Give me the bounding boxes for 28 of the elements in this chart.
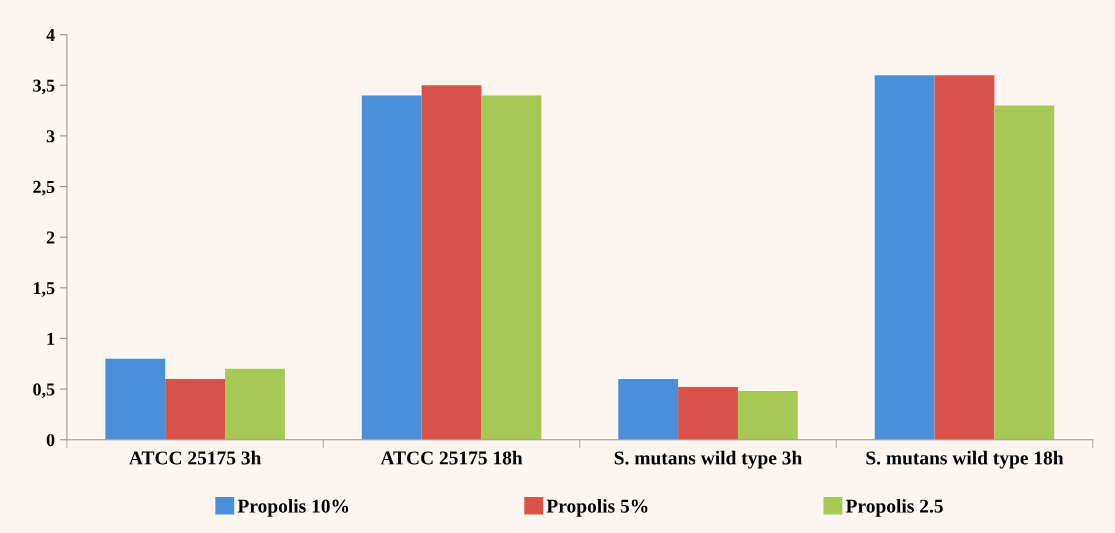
bar bbox=[481, 95, 542, 440]
bar bbox=[225, 368, 285, 440]
legend-label: Propolis 10% bbox=[237, 499, 349, 517]
bar bbox=[874, 75, 935, 440]
x-tick-label: ATCC 25175 3h bbox=[129, 450, 262, 465]
bar bbox=[737, 391, 798, 440]
bar bbox=[678, 387, 738, 440]
x-tick-label: ATCC 25175 18h bbox=[380, 450, 523, 465]
bar bbox=[618, 378, 679, 440]
legend-label: Propolis 2.5 bbox=[845, 499, 943, 517]
y-tick-label: 3,5 bbox=[33, 79, 55, 95]
y-tick-label: 1,5 bbox=[33, 282, 55, 297]
y-tick-label: 1 bbox=[47, 332, 55, 345]
y-tick-label: 0 bbox=[46, 433, 55, 447]
bar bbox=[994, 105, 1055, 440]
bar bbox=[105, 358, 166, 440]
x-tick-label: S. mutans wild type 3h bbox=[614, 450, 803, 469]
y-tick-label: 2 bbox=[46, 231, 55, 244]
bar bbox=[165, 378, 226, 440]
bar bbox=[421, 85, 482, 440]
y-tick-label: 2,5 bbox=[33, 180, 55, 196]
y-tick-label: 3 bbox=[46, 130, 55, 143]
y-tick-label: 0,5 bbox=[33, 383, 55, 399]
bar bbox=[934, 75, 995, 440]
y-tick-label: 4 bbox=[46, 29, 55, 41]
bar bbox=[361, 95, 422, 440]
x-tick-label: S. mutans wild type 18h bbox=[866, 450, 1064, 469]
legend-label: Propolis 5% bbox=[546, 499, 648, 517]
